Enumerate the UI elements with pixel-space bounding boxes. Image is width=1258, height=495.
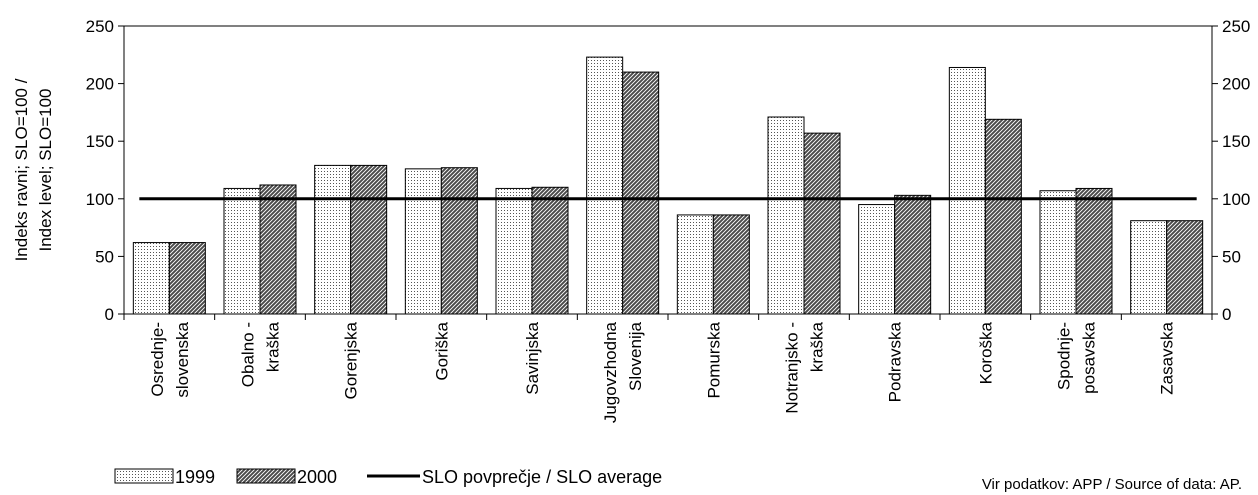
legend-swatch-2000 [236,468,296,484]
y-axis-label-line: Indeks ravni; SLO=100 / [12,78,31,261]
bar-1999-3 [404,168,442,315]
bar-1999-9 [948,66,986,315]
y-axis-label: Indeks ravni; SLO=100 / Index level; SLO=… [12,78,55,261]
bar-2000-10 [1075,187,1113,315]
category-label: Osrednje- [148,322,167,397]
left-y-axis: 0 50 100 150 200 250 [86,17,124,324]
category-label: Podravska [886,321,905,402]
category-label: Slovenija [626,321,645,391]
bar-2000-7 [803,132,841,315]
bar-2000-4 [531,186,569,315]
x-axis: Osrednje-slovenska Obalno - kraška Gorenjsk… [123,314,1213,423]
bar-1999-6 [676,214,714,315]
category-label: Koroška [976,321,995,384]
category-label: kraška [808,321,827,372]
bar-1999-10 [1039,190,1077,315]
y-axis-label-line: Index level; SLO=100 [36,88,55,251]
bar-2000-1 [259,184,297,315]
legend-label-1999: 1999 [175,467,215,487]
y-tick-label-right: 0 [1222,305,1231,324]
y-tick-label-right: 150 [1222,132,1250,151]
category-label: Notranjsko - [783,322,802,414]
y-tick-label: 150 [86,132,114,151]
bar-2000-2 [350,164,388,315]
bar-2000-3 [440,167,478,315]
bar-2000-9 [984,118,1022,315]
category-label: Goriška [432,321,451,380]
category-label: Zasavska [1158,321,1177,394]
y-tick-label-right: 50 [1222,247,1241,266]
legend-swatch-1999 [114,468,174,484]
bar-1999-8 [858,204,896,315]
bar-1999-1 [223,187,261,315]
category-label: slovenska [173,321,192,397]
category-label: kraška [264,321,283,372]
y-tick-label: 100 [86,190,114,209]
y-tick-label: 250 [86,17,114,36]
legend: 1999 2000 SLO povprečje / SLO average [114,467,662,487]
legend-label-2000: 2000 [297,467,337,487]
category-label: Spodnje- [1055,322,1074,390]
category-label: Savinjska [523,321,542,394]
bar-2000-0 [168,242,206,315]
bar-2000-11 [1166,220,1204,315]
category-label: Pomurska [704,321,723,398]
category-label: Obalno - [239,322,258,387]
y-tick-label: 200 [86,75,114,94]
category-label: Gorenjska [342,321,361,399]
source-note: Vir podatkov: APP / Source of data: AP. [982,476,1242,493]
bar-series [132,56,1204,315]
bar-1999-4 [495,187,533,315]
bar-1999-7 [767,116,805,315]
y-tick-label-right: 200 [1222,75,1250,94]
legend-label-average: SLO povprečje / SLO average [422,467,662,487]
bar-1999-2 [314,164,352,315]
y-tick-label-right: 100 [1222,190,1250,209]
bar-1999-11 [1130,220,1168,315]
bar-2000-6 [712,214,750,315]
y-tick-label: 0 [105,305,114,324]
bar-1999-5 [586,56,624,315]
y-tick-label-right: 250 [1222,17,1250,36]
bar-2000-8 [894,194,932,315]
bar-2000-5 [622,71,660,315]
category-label: posavska [1080,321,1099,393]
bar-1999-0 [132,242,170,315]
right-y-axis: 0 50 100 150 200 250 [1212,17,1250,324]
category-label: Jugovzhodna [601,321,620,423]
y-tick-label: 50 [95,247,114,266]
